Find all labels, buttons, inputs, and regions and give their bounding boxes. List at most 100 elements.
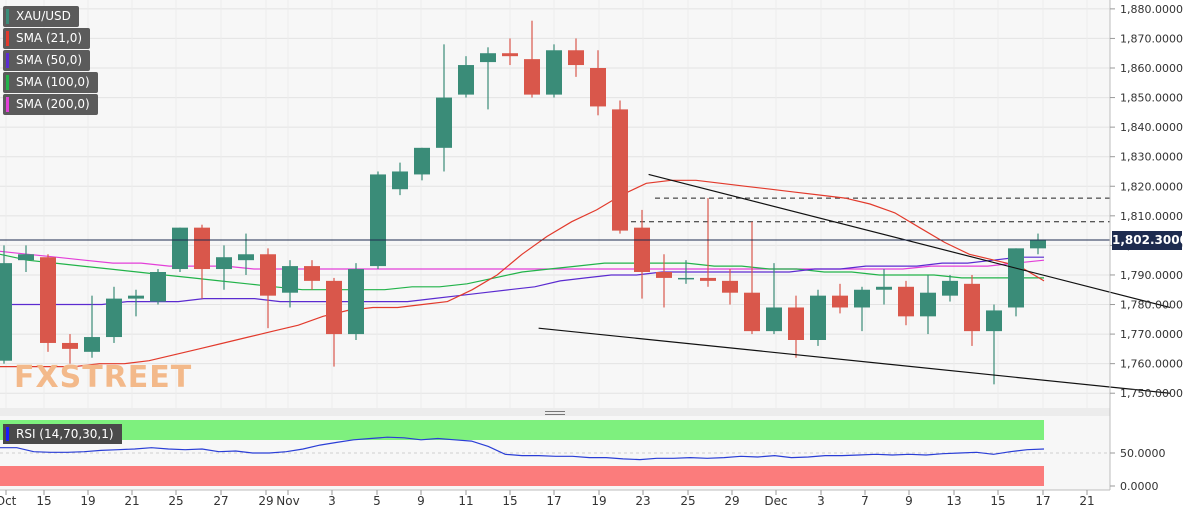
y-tick-label: 1,830.0000 [1120, 151, 1183, 164]
rsi-tick-labels: 50.0000 0.0000 [1110, 447, 1166, 493]
candle [458, 56, 474, 98]
y-tick-label: 1,750.0000 [1120, 387, 1183, 400]
y-tick-label: 1,810.0000 [1120, 210, 1183, 223]
candle [524, 20, 540, 98]
x-tick-label: 21 [1079, 494, 1094, 508]
candle-body [326, 280, 342, 335]
candle [590, 50, 606, 116]
x-tick-label: 11 [458, 494, 473, 508]
x-tick-label: 15 [502, 494, 517, 508]
candle-body [18, 254, 34, 261]
legend-item[interactable]: SMA (21,0) [3, 28, 91, 49]
legend-swatch [6, 9, 9, 24]
y-tick-label: 1,820.0000 [1120, 180, 1183, 193]
rsi-label: RSI (14,70,30,1) [16, 427, 114, 441]
trendlines [538, 173, 1171, 394]
fxstreet-watermark: FXSTREET [14, 360, 192, 395]
candle [282, 260, 298, 308]
candle-body [392, 171, 408, 190]
candle [634, 209, 650, 299]
legend-label: SMA (21,0) [16, 31, 83, 45]
x-tick-label: 21 [124, 494, 139, 508]
candle [898, 280, 914, 326]
candle [0, 245, 12, 364]
candle-body [634, 227, 650, 272]
candle [656, 254, 672, 308]
y-tick-label: 1,780.0000 [1120, 299, 1183, 312]
candle [436, 44, 452, 172]
candle-body [898, 286, 914, 317]
candle [678, 260, 694, 284]
candle-body [546, 50, 562, 95]
legend-item[interactable]: SMA (100,0) [3, 72, 98, 93]
legend-label: SMA (200,0) [16, 97, 90, 111]
candle-body [986, 310, 1002, 332]
candle [810, 289, 826, 346]
candle [392, 162, 408, 196]
candle [128, 289, 144, 317]
candle-body [282, 266, 298, 293]
legend-swatch [6, 75, 9, 90]
legend-item[interactable]: SMA (200,0) [3, 94, 98, 115]
legend-swatch [6, 53, 9, 68]
rsi-oversold-zone [0, 466, 1044, 486]
candle [546, 44, 562, 98]
legend-swatch [6, 31, 9, 46]
legend-label: XAU/USD [16, 9, 71, 23]
candle [480, 47, 496, 110]
candle [1030, 233, 1046, 255]
candle [700, 198, 716, 287]
x-tick-label: 29 [724, 494, 739, 508]
candle [986, 304, 1002, 385]
x-tick-label: 9 [417, 494, 425, 508]
drag-handle-line [545, 414, 565, 415]
rsi-legend-tag[interactable]: RSI (14,70,30,1) [3, 424, 122, 444]
candle-body [810, 295, 826, 340]
candle-body [414, 147, 430, 175]
x-tick-label: 5 [373, 494, 381, 508]
y-tick-label: 1,880.0000 [1120, 3, 1183, 16]
y-tick-label: 1,840.0000 [1120, 121, 1183, 134]
candle [854, 286, 870, 332]
y-tick-labels: 1,880.0000 1,870.0000 1,860.0000 1,850.0000… [1110, 3, 1183, 400]
trendline [648, 173, 1171, 309]
candle [348, 263, 364, 340]
candle-body [348, 269, 364, 335]
candle-body [1008, 248, 1024, 308]
candle-body [106, 298, 122, 338]
candle-body [84, 337, 100, 352]
rsi-tick-label: 0.0000 [1120, 480, 1159, 493]
legend-item[interactable]: XAU/USD [3, 6, 79, 27]
x-tick-label: 27 [213, 494, 228, 508]
legend-item[interactable]: SMA (50,0) [3, 50, 91, 71]
candle [106, 286, 122, 343]
trendline [538, 327, 1171, 394]
watermark-street: STREET [59, 360, 193, 395]
candle-body [370, 174, 386, 267]
candle [172, 227, 188, 272]
candle-body [216, 257, 232, 270]
y-tick-label: 1,860.0000 [1120, 62, 1183, 75]
candle [304, 260, 320, 290]
candle-body [194, 227, 210, 270]
candle [612, 100, 628, 234]
candle [194, 224, 210, 299]
x-tick-label: 15 [36, 494, 51, 508]
candle-body [62, 342, 78, 349]
candle [964, 274, 980, 346]
x-tick-label: 17 [546, 494, 561, 508]
candle [414, 147, 430, 181]
y-tick-label: 1,790.0000 [1120, 269, 1183, 282]
rsi-overbought-zone [0, 420, 1044, 440]
candle [832, 283, 848, 314]
candle-body [612, 109, 628, 231]
candle-body [1030, 239, 1046, 249]
candle-body [700, 277, 716, 281]
candle-body [458, 65, 474, 95]
x-tick-label: 25 [168, 494, 183, 508]
drag-handle-line [545, 411, 565, 412]
candle-body [150, 272, 166, 302]
y-tick-label: 1,850.0000 [1120, 92, 1183, 105]
